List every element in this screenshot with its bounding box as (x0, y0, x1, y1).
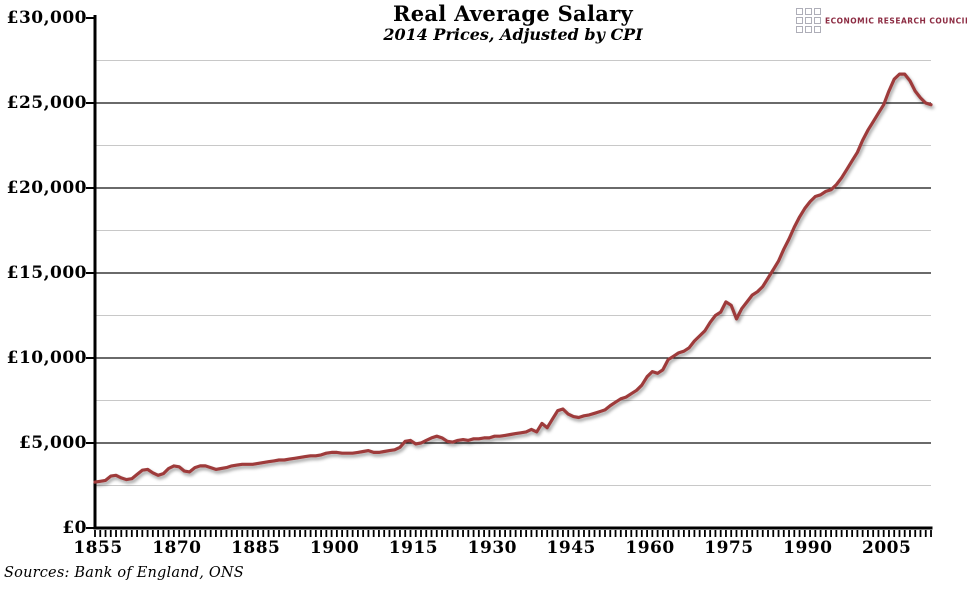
x-tick-label: 1960 (625, 538, 675, 558)
y-tick-label: £0 (62, 518, 87, 538)
logo-square-icon (805, 26, 812, 33)
y-tick-label: £25,000 (6, 93, 87, 113)
chart-title: Real Average Salary (392, 1, 634, 26)
y-tick-label: £30,000 (6, 8, 87, 28)
logo-square-icon (796, 26, 803, 33)
chart-subtitle: 2014 Prices, Adjusted by CPI (383, 25, 643, 45)
x-tick-label: 1945 (546, 538, 596, 558)
logo-square-icon (814, 17, 821, 24)
logo-square-icon (805, 8, 812, 15)
x-tick-label: 1870 (152, 538, 202, 558)
logo-square-icon (814, 26, 821, 33)
x-tick-label: 1855 (73, 538, 123, 558)
logo-square-icon (814, 8, 821, 15)
logo-squares-grid-icon (796, 8, 821, 33)
y-tick-label: £5,000 (18, 433, 87, 453)
x-tick-label: 1930 (467, 538, 517, 558)
sources-note: Sources: Bank of England, ONS (4, 565, 244, 581)
y-tick-label: £20,000 (6, 178, 87, 198)
logo-square-icon (796, 8, 803, 15)
logo-square-icon (796, 17, 803, 24)
logo-text: ECONOMIC RESEARCH COUNCIL (825, 16, 967, 25)
title-block: Real Average Salary 2014 Prices, Adjuste… (95, 2, 931, 44)
x-tick-label: 1975 (704, 538, 754, 558)
x-tick-label: 2005 (862, 538, 912, 558)
y-tick-label: £15,000 (6, 263, 87, 283)
salary-line-series (93, 72, 933, 484)
x-tick-label: 1885 (231, 538, 281, 558)
x-tick-label: 1990 (783, 538, 833, 558)
erc-logo: ECONOMIC RESEARCH COUNCIL (796, 8, 967, 33)
y-tick-label: £10,000 (6, 348, 87, 368)
logo-square-icon (805, 17, 812, 24)
x-tick-label: 1900 (309, 538, 360, 558)
x-tick-label: 1915 (388, 538, 439, 558)
